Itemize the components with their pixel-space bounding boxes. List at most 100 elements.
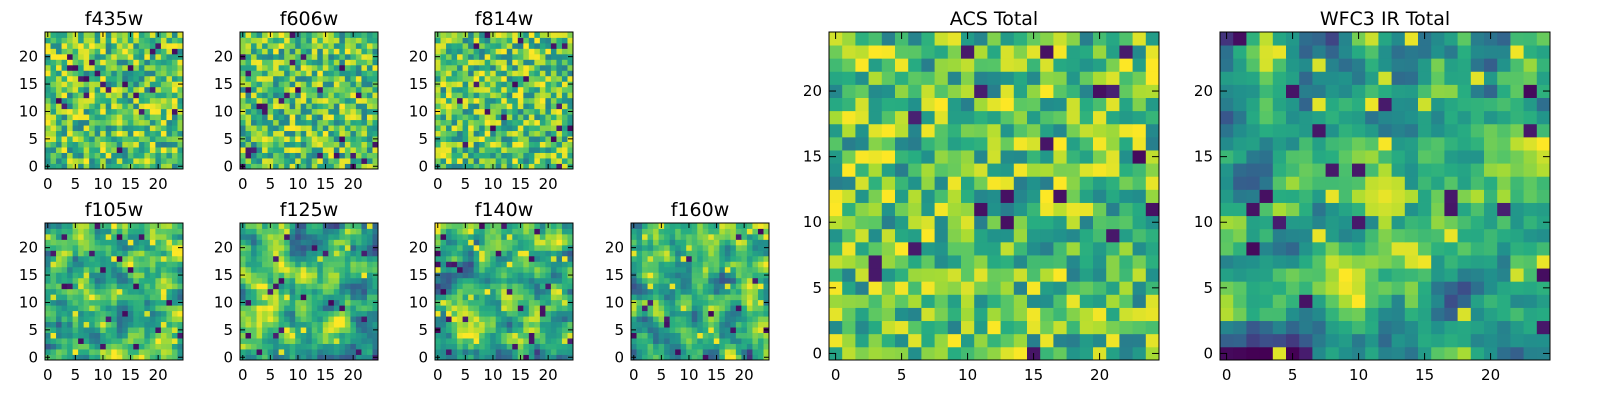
- heatmap-cell: [680, 283, 687, 290]
- heatmap-cell: [462, 119, 469, 126]
- heatmap-cell: [440, 147, 447, 153]
- heatmap-cell: [284, 158, 291, 164]
- heatmap-cell: [702, 294, 709, 301]
- heatmap-cell: [94, 152, 101, 159]
- heatmap-cell: [1132, 202, 1147, 217]
- heatmap-cell: [344, 266, 351, 273]
- heatmap-cell: [484, 223, 491, 229]
- heatmap-cell: [468, 244, 475, 251]
- heatmap-cell: [895, 320, 909, 335]
- heatmap-cell: [273, 53, 280, 60]
- heatmap-cell: [94, 338, 101, 344]
- heatmap-cell: [56, 244, 62, 251]
- heatmap-cell: [267, 37, 274, 44]
- heatmap-cell: [484, 272, 491, 279]
- heatmap-cell: [495, 125, 502, 132]
- heatmap-cell: [550, 277, 557, 284]
- heatmap-cell: [539, 59, 546, 66]
- heatmap-cell: [105, 294, 112, 301]
- heatmap-cell: [691, 305, 698, 312]
- heatmap-cell: [111, 261, 118, 268]
- heatmap-cell: [361, 64, 368, 71]
- heatmap-cell: [534, 42, 541, 49]
- heatmap-cell: [567, 32, 574, 38]
- heatmap-cell: [267, 261, 274, 268]
- heatmap-cell: [484, 152, 491, 159]
- heatmap-cell: [328, 42, 335, 49]
- heatmap-cell: [289, 266, 296, 273]
- heatmap-cell: [440, 288, 447, 295]
- heatmap-cell: [78, 103, 85, 110]
- heatmap-cell: [72, 119, 79, 126]
- heatmap-cell: [311, 86, 318, 93]
- heatmap-cell: [495, 299, 502, 306]
- heatmap-cell: [344, 332, 351, 339]
- heatmap-cell: [160, 332, 167, 339]
- heatmap-cell: [495, 119, 502, 126]
- heatmap-cell: [50, 316, 57, 323]
- heatmap-cell: [144, 114, 151, 121]
- heatmap-cell: [636, 316, 643, 323]
- heatmap-cell: [987, 255, 1001, 269]
- heatmap-cell: [528, 223, 535, 229]
- heatmap-cell: [642, 305, 648, 312]
- heatmap-cell: [127, 42, 134, 49]
- heatmap-cell: [251, 42, 257, 49]
- heatmap-cell: [273, 343, 280, 350]
- heatmap-cell: [89, 92, 96, 99]
- heatmap-cell: [366, 228, 373, 235]
- heatmap-cell: [372, 130, 379, 137]
- heatmap-cell: [45, 316, 51, 323]
- heatmap-cell: [550, 228, 557, 235]
- heatmap-cell: [105, 266, 112, 273]
- heatmap-cell: [116, 283, 123, 290]
- heatmap-cell: [133, 53, 140, 60]
- heatmap-cell: [691, 272, 698, 279]
- heatmap-cell: [83, 288, 90, 295]
- heatmap-cell: [451, 75, 458, 82]
- heatmap-cell: [177, 283, 184, 290]
- heatmap-cell: [669, 233, 676, 240]
- heatmap-cell: [567, 223, 574, 229]
- heatmap-cell: [127, 266, 134, 273]
- heatmap-cell: [89, 130, 96, 137]
- heatmap-cell: [556, 70, 563, 77]
- heatmap-cell: [512, 277, 519, 284]
- heatmap-cell: [451, 42, 458, 49]
- heatmap-cell: [333, 316, 340, 323]
- heatmap-cell: [561, 141, 568, 148]
- heatmap-cell: [1027, 176, 1041, 190]
- heatmap-cell: [267, 108, 274, 115]
- heatmap-cell: [322, 48, 329, 55]
- heatmap-cell: [479, 75, 486, 82]
- heatmap-cell: [284, 261, 291, 268]
- heatmap-cell: [372, 42, 379, 49]
- heatmap-cell: [550, 86, 557, 93]
- heatmap-cell: [149, 299, 156, 306]
- heatmap-cell: [328, 119, 335, 126]
- heatmap-cell: [317, 266, 324, 273]
- heatmap-cell: [545, 114, 552, 121]
- heatmap-cell: [686, 288, 693, 295]
- heatmap-cell: [116, 349, 123, 355]
- heatmap-cell: [512, 86, 519, 93]
- heatmap-cell: [974, 294, 988, 308]
- heatmap-cell: [451, 114, 458, 121]
- heatmap-cell: [67, 75, 73, 82]
- heatmap-cell: [273, 152, 280, 159]
- heatmap-cell: [686, 272, 693, 279]
- heatmap-cell: [133, 70, 140, 77]
- heatmap-cell: [735, 244, 742, 251]
- heatmap-cell: [267, 288, 274, 295]
- heatmap-cell: [636, 233, 643, 240]
- heatmap-cell: [317, 147, 324, 153]
- heatmap-cell: [719, 349, 726, 355]
- heatmap-cell: [457, 114, 463, 121]
- heatmap-cell: [730, 239, 737, 246]
- heatmap-cell: [517, 59, 524, 66]
- heatmap-cell: [83, 316, 90, 323]
- heatmap-cell: [171, 244, 178, 251]
- heatmap-cell: [328, 59, 335, 66]
- heatmap-cell: [138, 119, 145, 126]
